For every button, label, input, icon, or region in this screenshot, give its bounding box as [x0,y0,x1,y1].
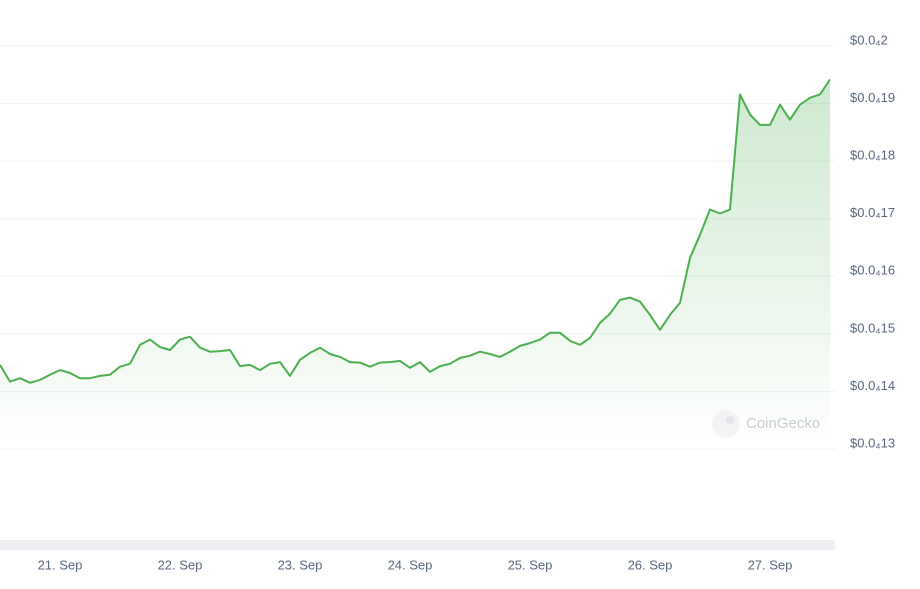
y-tick-label: $0.0₄18 [850,148,895,163]
volume-band [0,540,835,550]
y-tick-label: $0.0₄16 [850,263,895,278]
x-tick-label: 27. Sep [748,557,793,572]
y-tick-label: $0.0₄15 [850,320,895,335]
watermark-logo [712,410,740,438]
x-tick-label: 22. Sep [158,557,203,572]
y-tick-label: $0.0₄2 [850,32,888,47]
y-tick-label: $0.0₄13 [850,435,895,450]
area-fill [0,79,830,450]
x-tick-label: 25. Sep [508,557,553,572]
x-tick-label: 26. Sep [628,557,673,572]
watermark: CoinGecko [712,410,820,438]
watermark-text: CoinGecko [746,415,820,432]
y-tick-label: $0.0₄14 [850,378,895,393]
x-tick-label: 21. Sep [38,557,83,572]
price-line [0,78,831,384]
y-tick-label: $0.0₄17 [850,205,895,220]
y-tick-label: $0.0₄19 [850,90,895,105]
x-tick-label: 24. Sep [388,557,433,572]
watermark-eye [726,416,734,424]
x-tick-label: 23. Sep [278,557,323,572]
